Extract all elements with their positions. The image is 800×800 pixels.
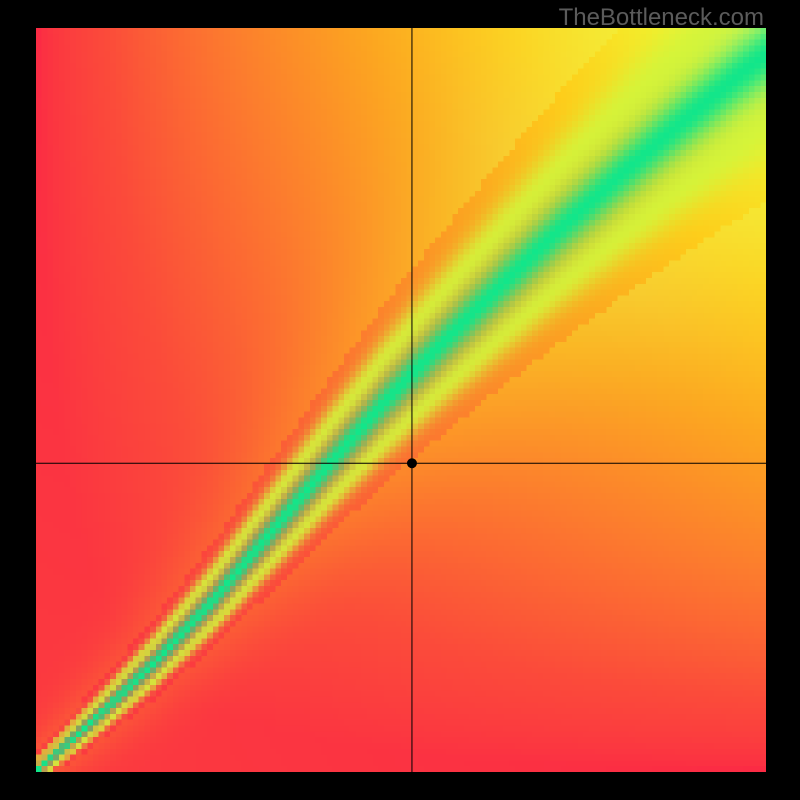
chart-container: TheBottleneck.com bbox=[0, 0, 800, 800]
watermark-text: TheBottleneck.com bbox=[559, 4, 764, 32]
bottleneck-heatmap bbox=[36, 28, 766, 772]
